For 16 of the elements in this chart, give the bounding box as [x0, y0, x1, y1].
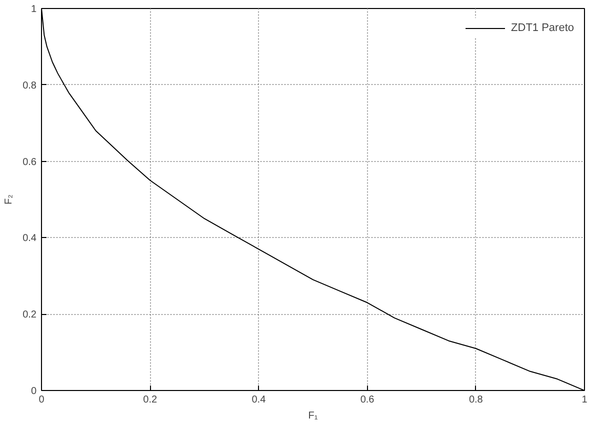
x-tick-label: 0	[38, 394, 45, 406]
x-tick-label: 0.6	[360, 394, 375, 406]
y-tick-label: 0	[30, 386, 37, 397]
x-tick-label: 0.8	[468, 394, 484, 406]
x-tick-label: 0.4	[252, 394, 266, 406]
x-tick-label: 0.2	[143, 394, 158, 406]
y-tick-label: 0.2	[22, 310, 37, 321]
y-tick-label: 0.4	[22, 233, 37, 244]
y-axis-title: F₂	[4, 194, 15, 204]
x-tick-label: 1	[582, 394, 588, 406]
legend-label: ZDT1 Pareto	[511, 22, 574, 34]
y-tick-label: 0.6	[22, 156, 37, 168]
y-tick-label: 0.8	[22, 80, 37, 92]
x-axis-title: F₁	[308, 410, 318, 422]
y-tick-label: 1	[30, 4, 37, 15]
line-series	[42, 8, 584, 390]
